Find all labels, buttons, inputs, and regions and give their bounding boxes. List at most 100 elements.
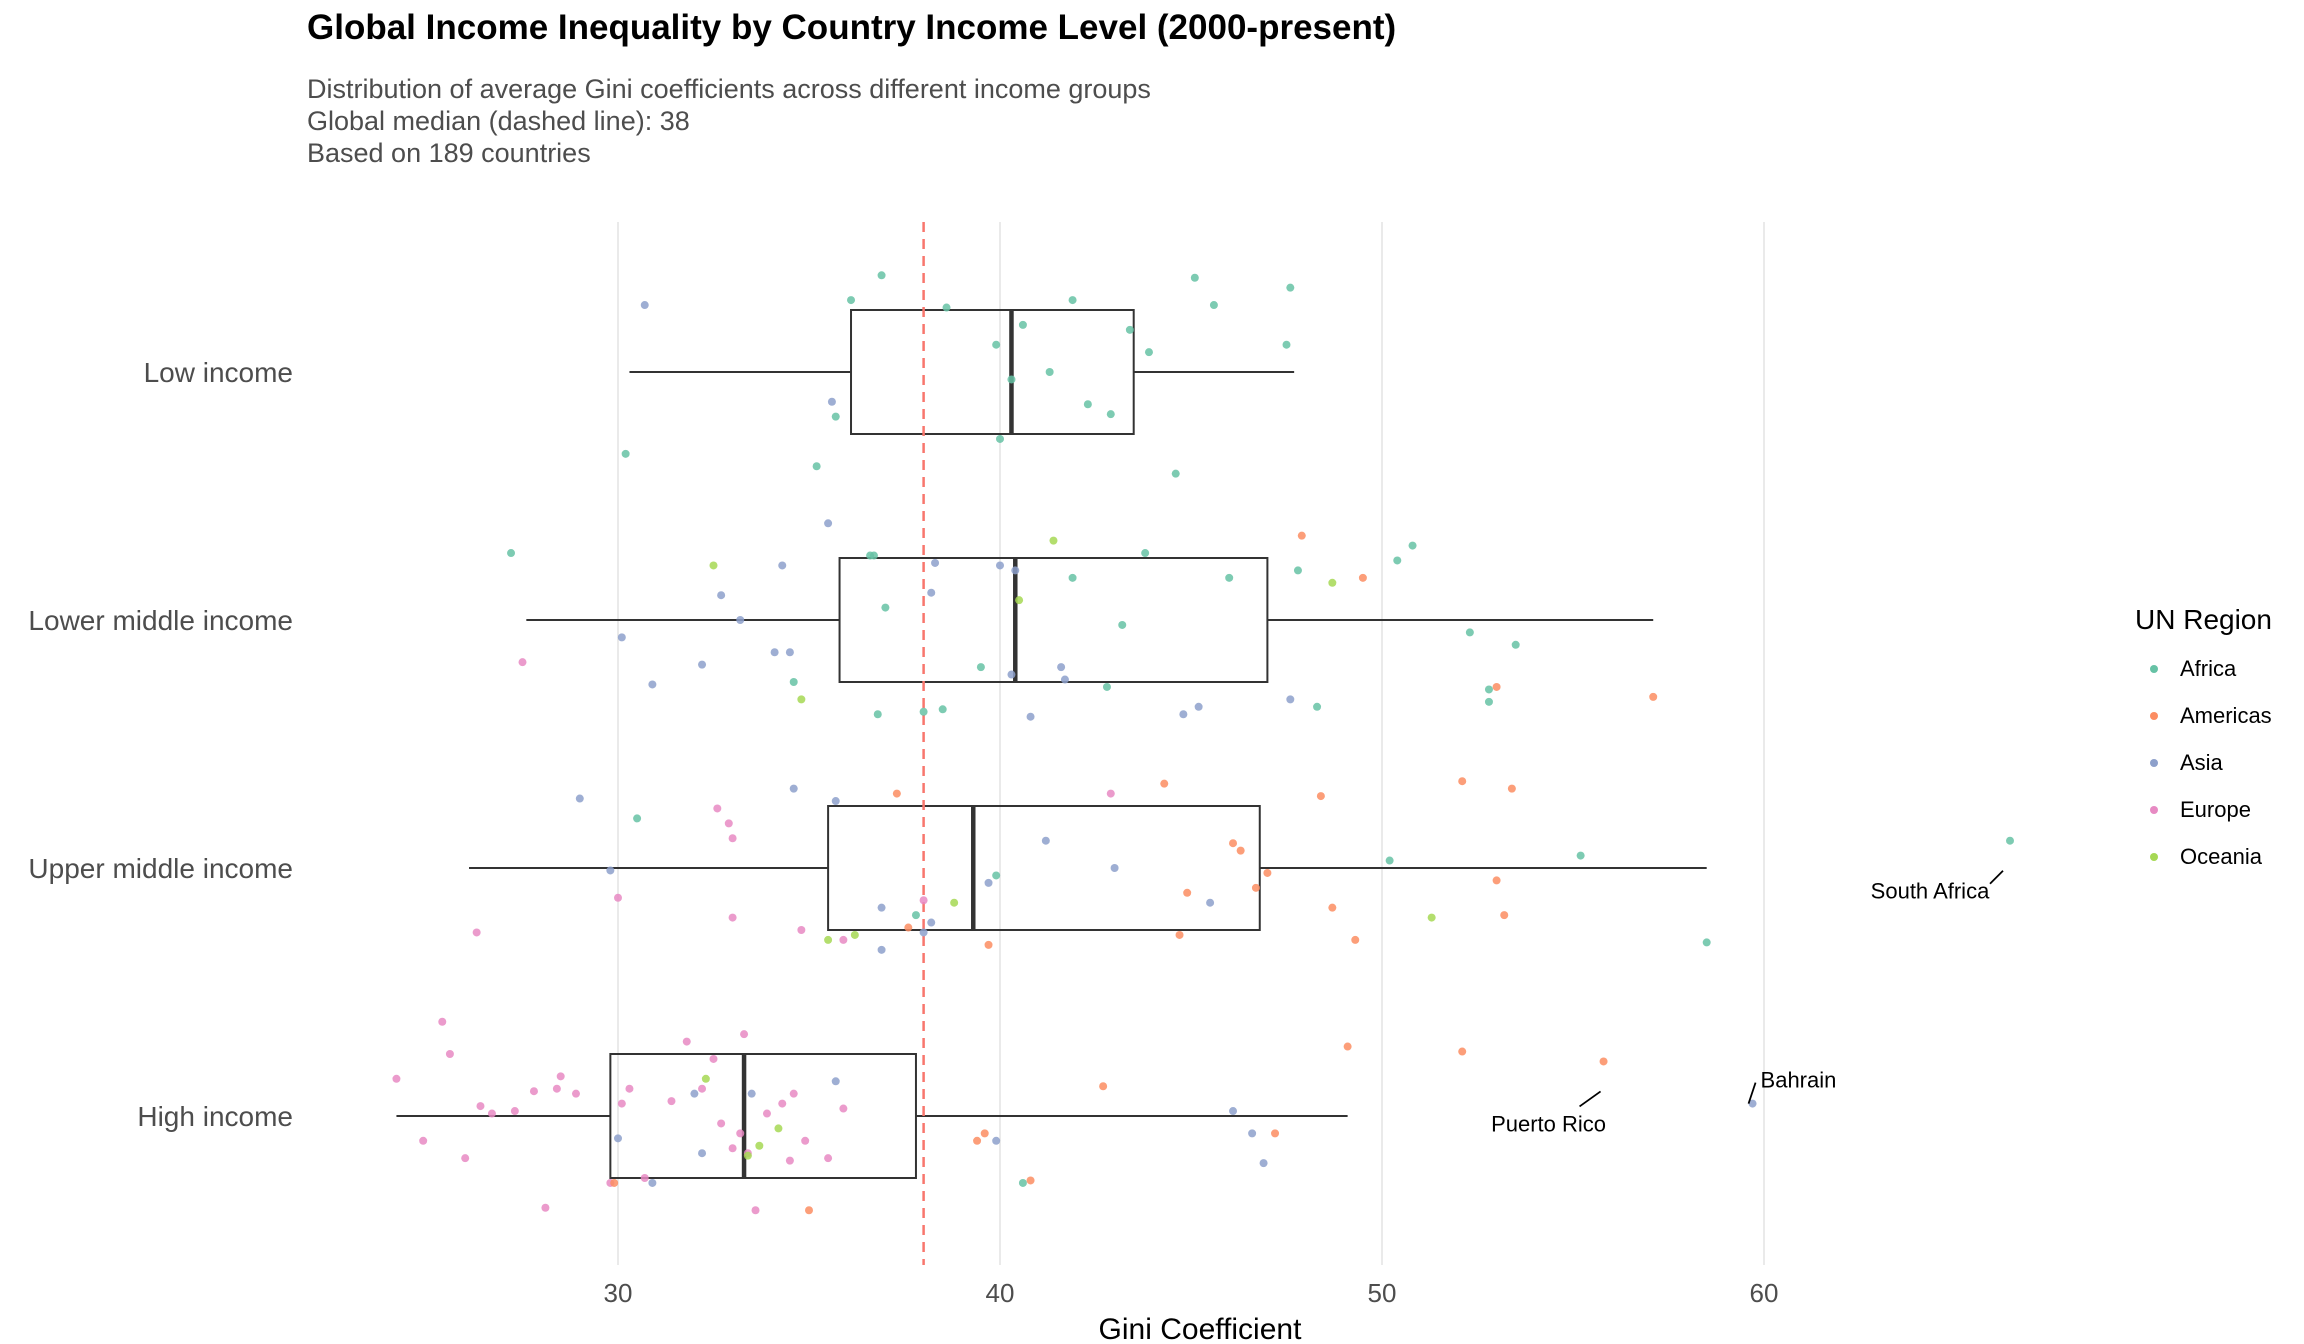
data-point-africa (831, 412, 840, 421)
data-point-africa (992, 340, 1001, 349)
data-point-asia (747, 1089, 756, 1098)
data-point-europe (736, 1129, 745, 1138)
data-point-asia (736, 616, 745, 624)
data-point-europe (919, 896, 928, 905)
legend-item-europe: Europe (2150, 795, 2251, 825)
data-point-africa (938, 705, 947, 714)
data-point-europe (778, 1099, 787, 1108)
data-point-africa (1018, 1178, 1027, 1187)
data-point-asia (927, 918, 936, 927)
data-point-asia (1194, 702, 1203, 711)
data-point-asia (996, 561, 1004, 570)
data-point-asia (992, 1136, 1001, 1145)
data-point-asia (927, 588, 936, 597)
legend-swatch (2150, 806, 2158, 814)
legend-swatch (2150, 759, 2158, 767)
data-point-americas (1251, 883, 1260, 892)
data-point-americas (1175, 930, 1184, 939)
data-point-europe (682, 1037, 691, 1046)
data-point-africa (507, 549, 516, 558)
data-point-asia (1206, 898, 1215, 907)
legend-label: Africa (2180, 656, 2237, 681)
data-point-oceania (850, 930, 859, 939)
point-label: Puerto Rico (1491, 1111, 1606, 1136)
data-point-europe (476, 1102, 485, 1111)
data-point-africa (1118, 620, 1127, 629)
x-axis-title: Gini Coefficient (1099, 1313, 1303, 1344)
data-point-africa (869, 551, 878, 560)
data-point-africa (1018, 320, 1027, 329)
data-point-americas (805, 1206, 813, 1215)
data-point-africa (1313, 702, 1322, 711)
legend-title: UN Region (2135, 604, 2272, 635)
data-point-africa (1286, 283, 1295, 292)
data-point-europe (487, 1109, 496, 1118)
data-point-europe (461, 1154, 470, 1163)
x-tick-label: 40 (986, 1278, 1015, 1308)
legend-item-asia: Asia (2150, 748, 2223, 778)
data-point-oceania (824, 935, 833, 944)
data-point-europe (728, 834, 737, 843)
data-point-europe (751, 1206, 760, 1215)
data-point-asia (717, 591, 726, 600)
data-point-africa (881, 603, 890, 612)
x-axis: 30 40 50 60 Gini Coefficient (604, 1278, 1779, 1344)
data-point-oceania (701, 1074, 710, 1083)
data-point-asia (648, 1178, 657, 1187)
data-point-americas (1236, 846, 1245, 855)
legend-swatch (2150, 712, 2158, 720)
data-point-africa (1068, 573, 1077, 582)
data-point-americas (1297, 531, 1306, 540)
chart-title: Global Income Inequality by Country Inco… (307, 8, 1397, 47)
data-point-europe (839, 935, 848, 944)
data-point-asia (1041, 836, 1050, 845)
data-points (392, 271, 2014, 1215)
data-point-americas (1500, 911, 1509, 920)
x-tick-label: 30 (604, 1278, 633, 1308)
data-point-oceania (950, 898, 959, 907)
box (827, 805, 1261, 931)
data-point-asia (1259, 1159, 1268, 1168)
data-point-asia (648, 680, 657, 689)
data-point-europe (709, 1054, 718, 1063)
data-point-asia (1060, 675, 1069, 684)
data-point-africa (873, 710, 882, 719)
data-point-asia (785, 648, 794, 657)
data-point-americas (984, 940, 993, 949)
data-point-africa (996, 434, 1004, 443)
data-point-asia (1286, 695, 1295, 704)
box (609, 1053, 917, 1179)
data-point-europe (785, 1156, 794, 1165)
data-point-africa (1083, 400, 1092, 409)
legend-item-americas: Americas (2150, 701, 2272, 731)
data-point-africa (1144, 348, 1153, 357)
x-tick-label: 50 (1368, 1278, 1397, 1308)
data-point-europe (472, 928, 481, 937)
data-point-asia (698, 660, 707, 669)
data-point-americas (1229, 839, 1238, 848)
data-point-oceania (774, 1124, 783, 1133)
data-point-asia (690, 1089, 699, 1098)
data-point-asia (1110, 864, 1119, 872)
data-point-europe (667, 1097, 676, 1106)
data-point-americas (610, 1178, 619, 1187)
data-point-asia (831, 1077, 840, 1086)
data-point-africa (1484, 697, 1493, 706)
data-point-africa (1293, 566, 1302, 575)
data-point-europe (617, 1099, 626, 1108)
annotation-leader (1579, 1090, 1602, 1108)
data-point-africa (1125, 325, 1134, 334)
data-point-europe (824, 1154, 833, 1163)
data-point-africa (1576, 851, 1585, 860)
data-point-asia (617, 633, 626, 642)
data-point-africa (1393, 556, 1402, 565)
data-point-americas (1351, 935, 1360, 944)
legend-label: Asia (2180, 750, 2223, 775)
data-point-americas (1492, 876, 1501, 885)
data-point-americas (1263, 868, 1272, 877)
data-point-africa (1045, 368, 1054, 376)
data-point-americas (1026, 1176, 1035, 1185)
box (850, 309, 1135, 435)
data-point-asia (831, 797, 840, 806)
